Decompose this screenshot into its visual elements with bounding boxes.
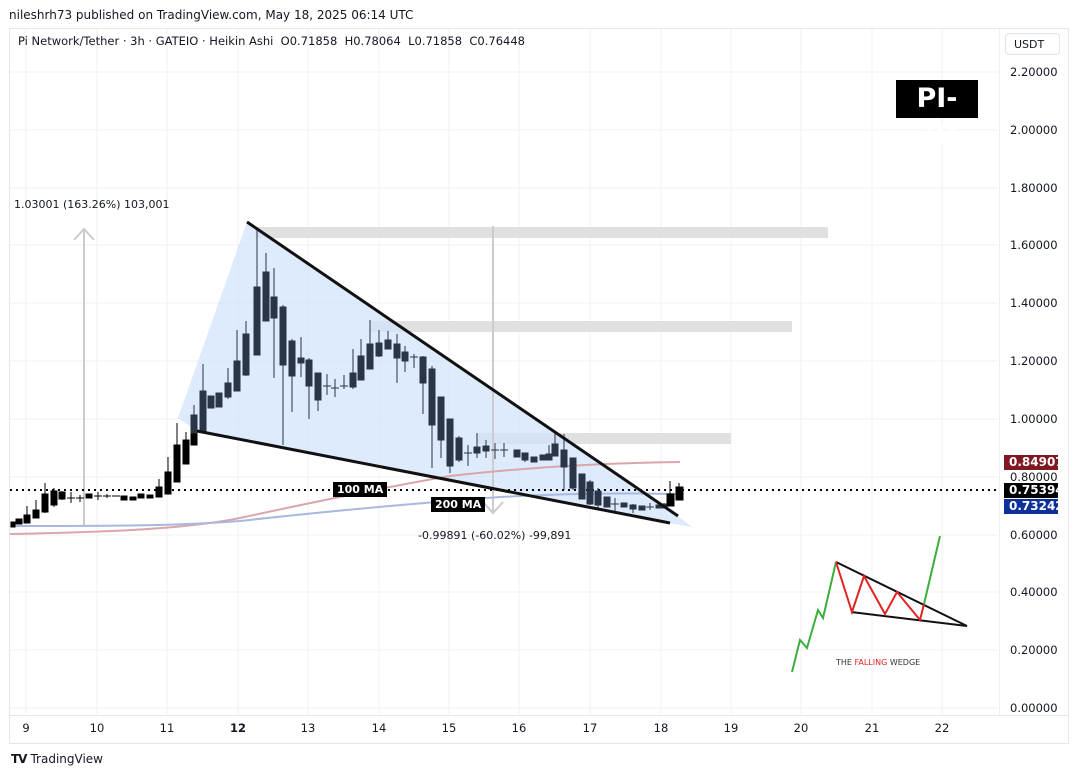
candles-early — [10, 414, 198, 528]
inset-caption: THE FALLING WEDGE — [836, 658, 921, 667]
ma-100-label: 100 MA — [333, 482, 388, 497]
fall-measure-label: -0.99891 (-60.02%) -99,891 — [418, 529, 572, 542]
chart-frame[interactable] — [9, 28, 1069, 744]
wedge-lower-trendline — [196, 429, 671, 525]
candles-breakout — [666, 481, 684, 507]
time-axis-border — [9, 715, 1069, 716]
last-price-tag: 0.75394 — [1004, 483, 1064, 498]
resistance-zone-2 — [370, 321, 792, 332]
ma100-price-tag: 0.73242 — [1004, 499, 1064, 514]
symbol-legend[interactable]: Pi Network/Tether · 3h · GATEIO · Heikin… — [18, 34, 525, 48]
falling-wedge-inset — [791, 535, 968, 673]
resistance-zone-1 — [255, 227, 828, 238]
publish-info: nileshrh73 published on TradingView.com,… — [9, 8, 414, 22]
ma200-price-tag: 0.84907 — [1004, 455, 1064, 470]
rise-measure-arrow — [73, 227, 95, 526]
price-axis-separator — [999, 29, 1000, 715]
currency-button[interactable]: USDT — [1005, 33, 1060, 55]
resistance-zone-3 — [476, 433, 731, 444]
grid — [10, 29, 998, 714]
tradingview-logo-icon: TV — [11, 752, 28, 766]
rise-measure-label: 1.03001 (163.26%) 103,001 — [14, 198, 170, 211]
tradingview-brand[interactable]: TV TradingView — [11, 752, 103, 766]
ma-200-label: 200 MA — [431, 497, 486, 512]
wedge-upper-trendline — [246, 220, 679, 518]
candles-wedge — [190, 229, 668, 513]
symbol-badge: PI-3H — [896, 80, 978, 152]
fall-measure-arrow — [482, 226, 504, 515]
brand-name: TradingView — [30, 752, 103, 766]
